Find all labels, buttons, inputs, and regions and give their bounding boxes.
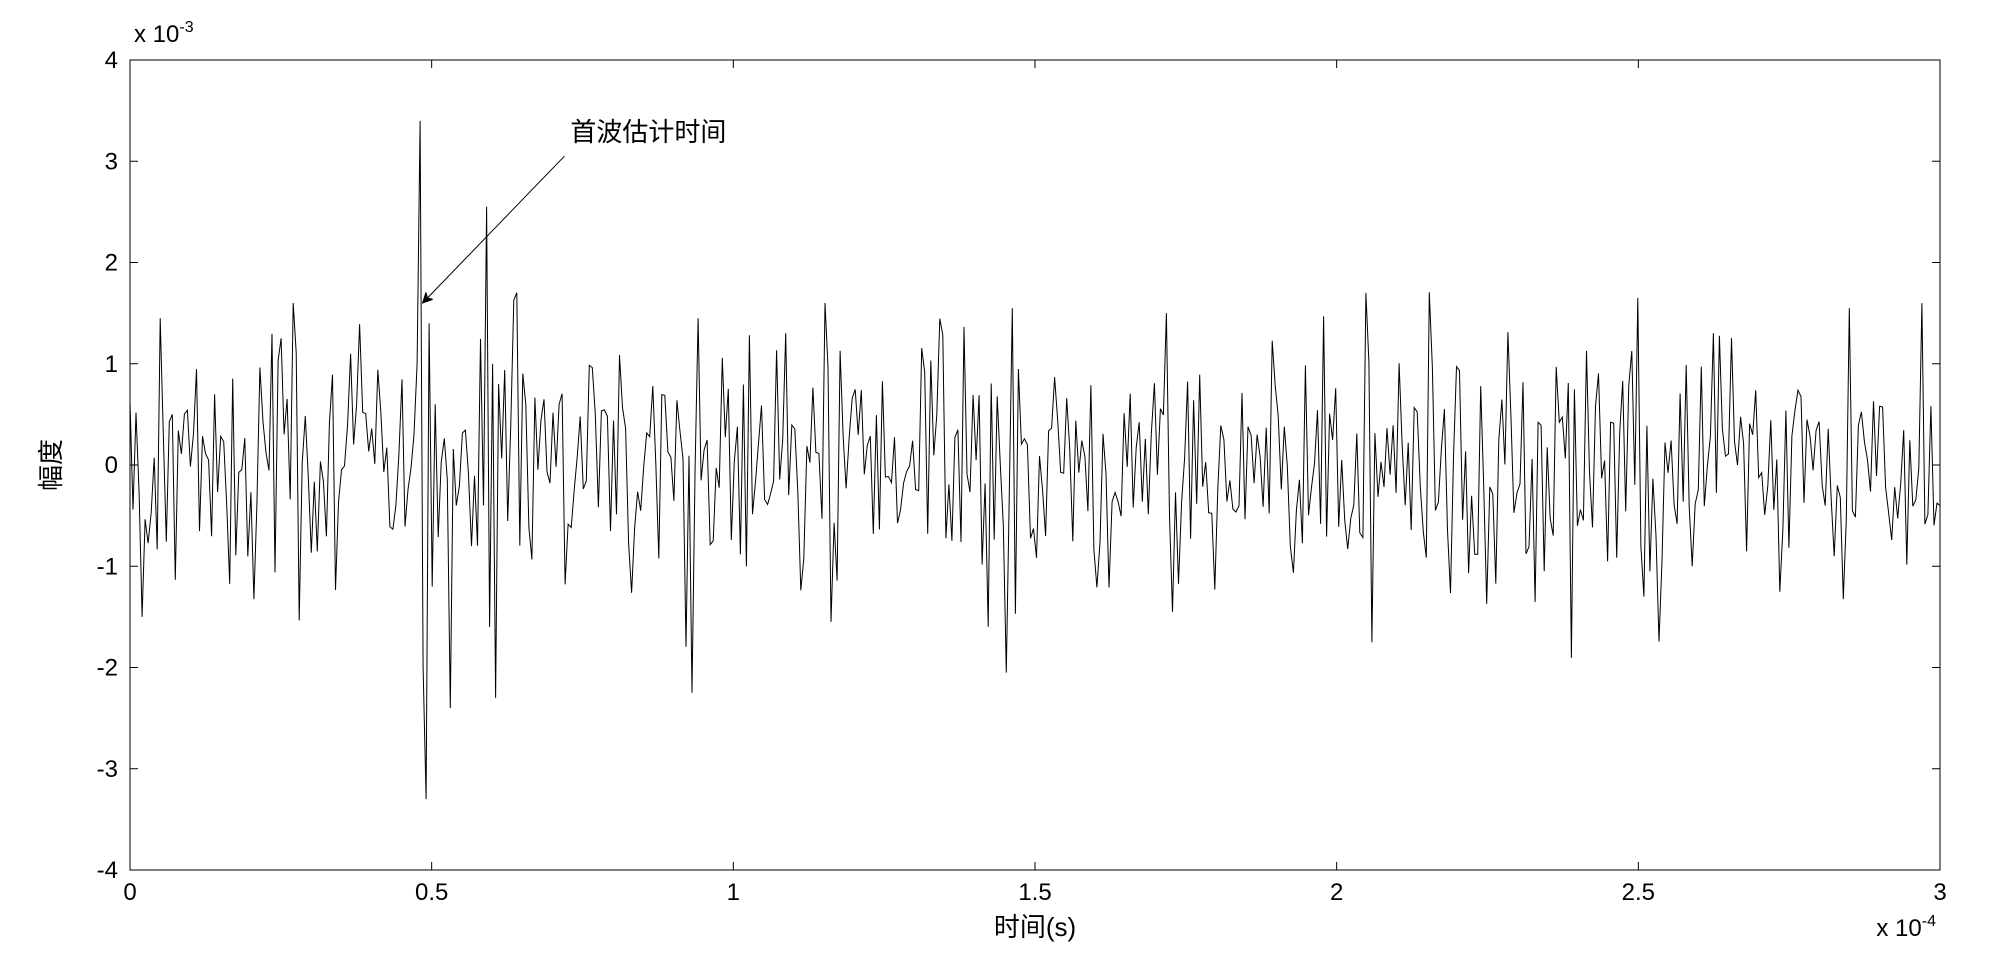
x-axis-label: 时间(s) bbox=[994, 912, 1076, 942]
x-tick-label: 1 bbox=[727, 879, 740, 906]
y-tick-label: 0 bbox=[105, 452, 118, 479]
x-tick-label: 0.5 bbox=[415, 879, 448, 906]
annotation-arrow bbox=[423, 156, 565, 303]
x-exponent-label: x 10-4 bbox=[1876, 913, 1936, 942]
x-tick-label: 2.5 bbox=[1622, 879, 1655, 906]
signal-chart: 0 0.5 1 1.5 2 2.5 3 -4 -3 -2 -1 0 1 2 3 4 时间(s) 幅度 x 10-3 x… bbox=[0, 0, 1998, 960]
x-tick-label: 3 bbox=[1933, 879, 1946, 906]
x-tick-label: 2 bbox=[1330, 879, 1343, 906]
y-tick-label: -4 bbox=[97, 857, 118, 884]
chart-container: 0 0.5 1 1.5 2 2.5 3 -4 -3 -2 -1 0 1 2 3 4 时间(s) 幅度 x 10-3 x… bbox=[0, 0, 1998, 960]
y-tick-label: 1 bbox=[105, 351, 118, 378]
y-tick-label: 4 bbox=[105, 47, 118, 74]
y-tick-label: 3 bbox=[105, 148, 118, 175]
y-tick-label: 2 bbox=[105, 250, 118, 277]
y-axis-label: 幅度 bbox=[36, 439, 66, 491]
y-tick-label: -1 bbox=[97, 553, 118, 580]
x-tick-label: 1.5 bbox=[1018, 879, 1051, 906]
signal-line bbox=[130, 121, 1940, 799]
y-tick-label: -3 bbox=[97, 756, 118, 783]
y-exponent-label: x 10-3 bbox=[134, 19, 194, 48]
annotation-text: 首波估计时间 bbox=[570, 117, 726, 147]
y-tick-label: -2 bbox=[97, 655, 118, 682]
x-tick-label: 0 bbox=[123, 879, 136, 906]
